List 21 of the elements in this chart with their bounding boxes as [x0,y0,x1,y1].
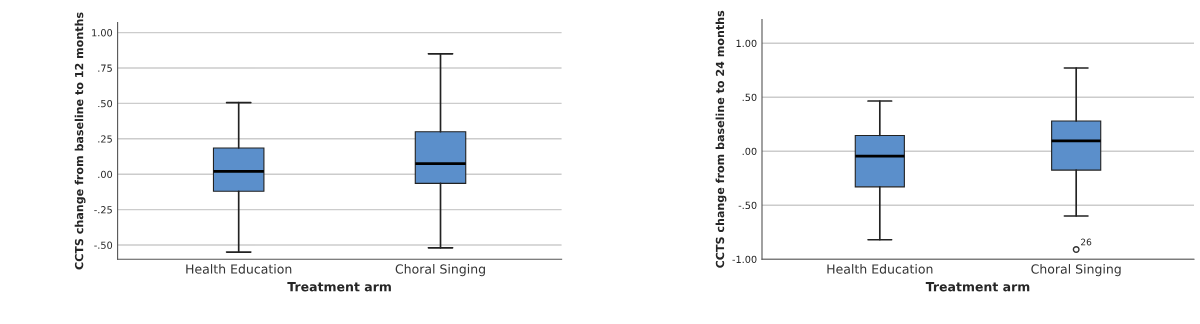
y-tick-label: -.50 [94,241,113,249]
x-tick-label: Choral Singing [1031,264,1121,277]
y-tick-label: -.50 [738,201,757,210]
y-tick-label: .00 [98,170,113,179]
y-tick-label: 1.00 [736,39,757,48]
y-tick-label: 1.00 [92,29,113,37]
y-tick-label: .50 [98,99,113,108]
x-tick-label: Choral Singing [395,264,485,277]
x-tick-label: Health Education [827,264,933,274]
y-tick-label: -.25 [94,206,112,214]
x-axis-title: Treatment arm [925,282,1030,292]
y-axis-title: CCTS change from baseline to 24 months [715,10,727,268]
annotation: 26 [1081,238,1092,246]
x-axis-title: Treatment arm [287,282,391,292]
y-tick-label: .75 [98,64,112,72]
x-tick-label: Health Education [186,264,292,274]
y-tick-label: -1.00 [732,255,757,264]
y-tick-label: .50 [742,93,757,102]
y-axis-title: CCTS change from baseline to 12 months [74,12,86,270]
y-tick-label: .25 [98,135,112,143]
y-tick-label: .00 [742,147,757,156]
